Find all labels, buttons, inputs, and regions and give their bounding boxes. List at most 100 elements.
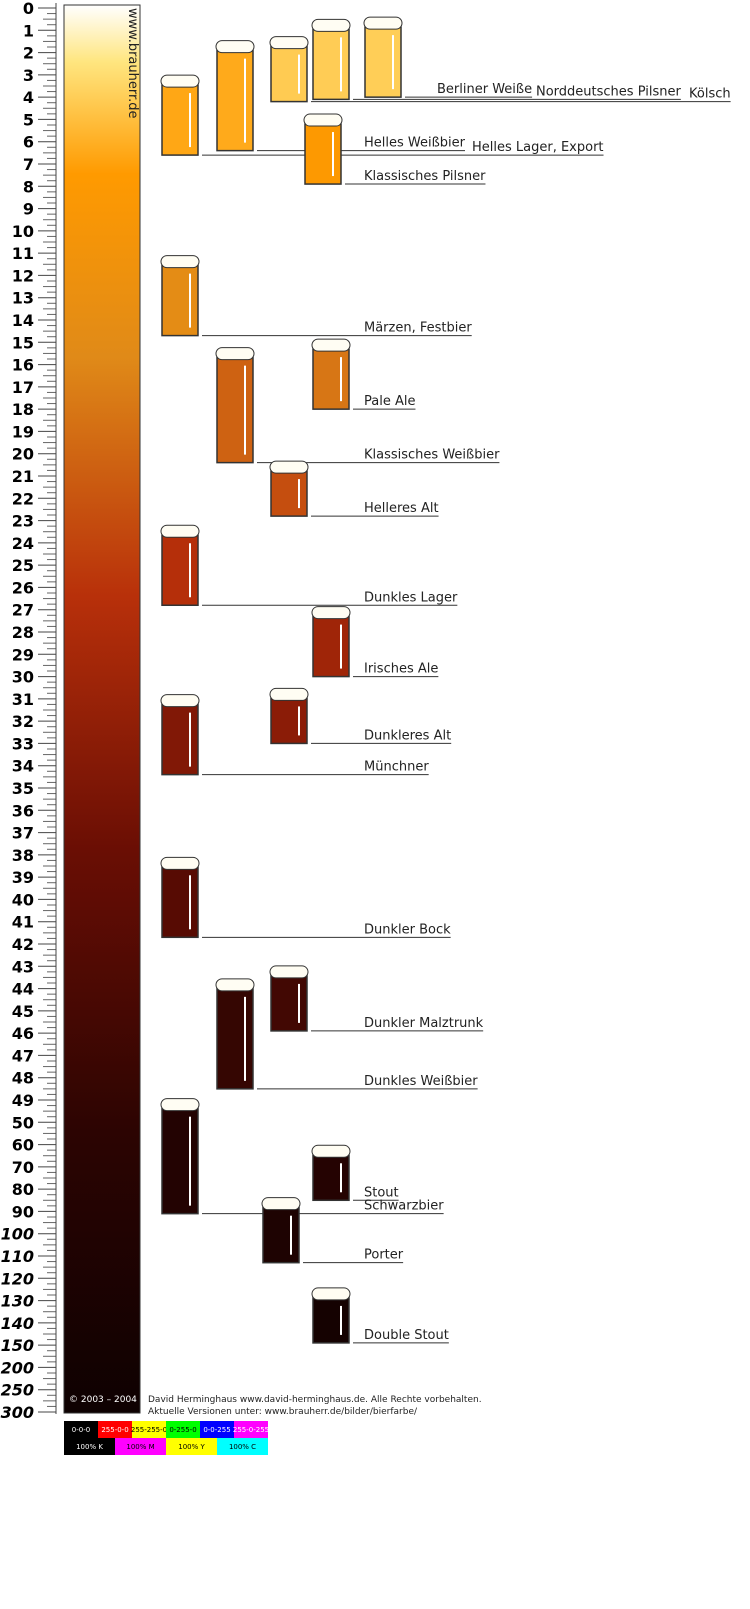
beer-glass (270, 697, 308, 745)
tick-label: 17 (12, 378, 34, 397)
beer-name: Klassisches Weißbier (364, 448, 500, 463)
beer-glass (161, 534, 199, 607)
tick-label: 120 (1, 1269, 34, 1288)
beer-glass (270, 975, 308, 1032)
beer-glass (312, 615, 350, 678)
beer: Dunkles Lager (160, 524, 458, 607)
beer-name: Dunkler Malztrunk (364, 1016, 484, 1031)
beer-name: Stout (364, 1185, 399, 1200)
beer: Double Stout (311, 1287, 449, 1344)
tick-label: 39 (12, 868, 34, 887)
beer: Dunkles Weißbier (215, 978, 478, 1090)
swatch (132, 1421, 166, 1438)
beer-glass (262, 1206, 300, 1264)
tick-label: 19 (12, 422, 34, 441)
beer: Stout (311, 1144, 399, 1202)
foam (160, 694, 200, 708)
beer-glass (161, 1107, 199, 1215)
beer-name: Double Stout (364, 1328, 449, 1343)
tick-label: 41 (12, 913, 34, 932)
beer: Berliner Weiße (363, 16, 533, 98)
tick-label: 100 (1, 1225, 34, 1244)
tick-label: 30 (12, 668, 34, 687)
tick-label: 1 (23, 21, 34, 40)
tick-label: 200 (1, 1358, 34, 1377)
foam (303, 113, 343, 127)
foam (215, 978, 255, 992)
tick-label: 250 (1, 1381, 34, 1400)
tick-label: 80 (12, 1180, 34, 1199)
tick-label: 140 (1, 1314, 34, 1333)
foam (160, 74, 200, 88)
beer-glass (312, 1297, 350, 1344)
beer-name: Helles Weißbier (364, 136, 466, 151)
tick-label: 10 (12, 222, 34, 241)
tick-label: 5 (23, 110, 34, 129)
beer: Klassisches Pilsner (303, 113, 486, 185)
beer-name: Dunkles Lager (364, 590, 458, 605)
tick-label: 29 (12, 645, 34, 664)
tick-label: 21 (12, 467, 34, 486)
tick-label: 35 (12, 779, 34, 798)
tick-label: 25 (12, 556, 34, 575)
beer-name: Münchner (364, 760, 429, 775)
swatch-label: 255-255-0 (131, 1426, 167, 1434)
beer-name: Dunkles Weißbier (364, 1074, 478, 1089)
tick-label: 26 (12, 578, 34, 597)
beer: Helleres Alt (269, 460, 439, 517)
tick-label: 110 (1, 1247, 34, 1266)
beer-glass (216, 49, 254, 152)
tick-label: 18 (12, 400, 34, 419)
tick-label: 8 (23, 177, 34, 196)
foam (215, 40, 255, 54)
beer: Kölsch (269, 36, 731, 103)
tick-label: 16 (12, 356, 34, 375)
tick-label: 300 (1, 1403, 34, 1422)
tick-label: 0 (23, 0, 34, 18)
foam (269, 687, 309, 701)
foam (215, 347, 255, 361)
tick-label: 24 (12, 534, 34, 553)
beer-name: Berliner Weiße (437, 82, 532, 97)
beer-name: Märzen, Festbier (364, 321, 472, 336)
tick-label: 12 (12, 266, 34, 285)
tick-label: 28 (12, 623, 34, 642)
beer: Helles Lager, Export (160, 74, 604, 156)
beer-glass (270, 45, 308, 103)
beer-name: Helles Lager, Export (472, 140, 604, 155)
foam (311, 338, 351, 352)
foam (160, 1098, 200, 1112)
foam (311, 1287, 351, 1301)
swatch-label: 255-0-0 (101, 1426, 128, 1434)
beer-glass (312, 1154, 350, 1202)
tick-label: 48 (12, 1069, 34, 1088)
tick-label: 90 (12, 1202, 34, 1221)
tick-label: 11 (12, 244, 34, 263)
tick-label: 13 (12, 289, 34, 308)
tick-label: 31 (12, 690, 34, 709)
tick-label: 37 (12, 824, 34, 843)
foam (160, 255, 200, 269)
beer: Pale Ale (311, 338, 416, 410)
swatch (217, 1438, 268, 1455)
beer: Dunkler Malztrunk (269, 965, 484, 1032)
foam (311, 1144, 351, 1158)
tick-label: 50 (12, 1113, 34, 1132)
beer-glass (161, 84, 199, 156)
beer-name: Porter (364, 1248, 404, 1263)
beer-name: Helleres Alt (364, 501, 439, 516)
credit: David Herminghaus www.david-herminghaus.… (148, 1395, 482, 1405)
beer-glass (270, 470, 308, 517)
beer: Münchner (160, 694, 429, 776)
tick-label: 33 (12, 734, 34, 753)
tick-label: 70 (12, 1158, 34, 1177)
tick-label: 7 (23, 155, 34, 174)
tick-label: 47 (12, 1046, 34, 1065)
beer-name: Dunkler Bock (364, 922, 451, 937)
tick-label: 15 (12, 333, 34, 352)
beer-glass (312, 28, 350, 101)
swatch-label: 255-0-255 (233, 1426, 269, 1434)
beer-name: Pale Ale (364, 394, 415, 409)
tick-label: 6 (23, 133, 34, 152)
